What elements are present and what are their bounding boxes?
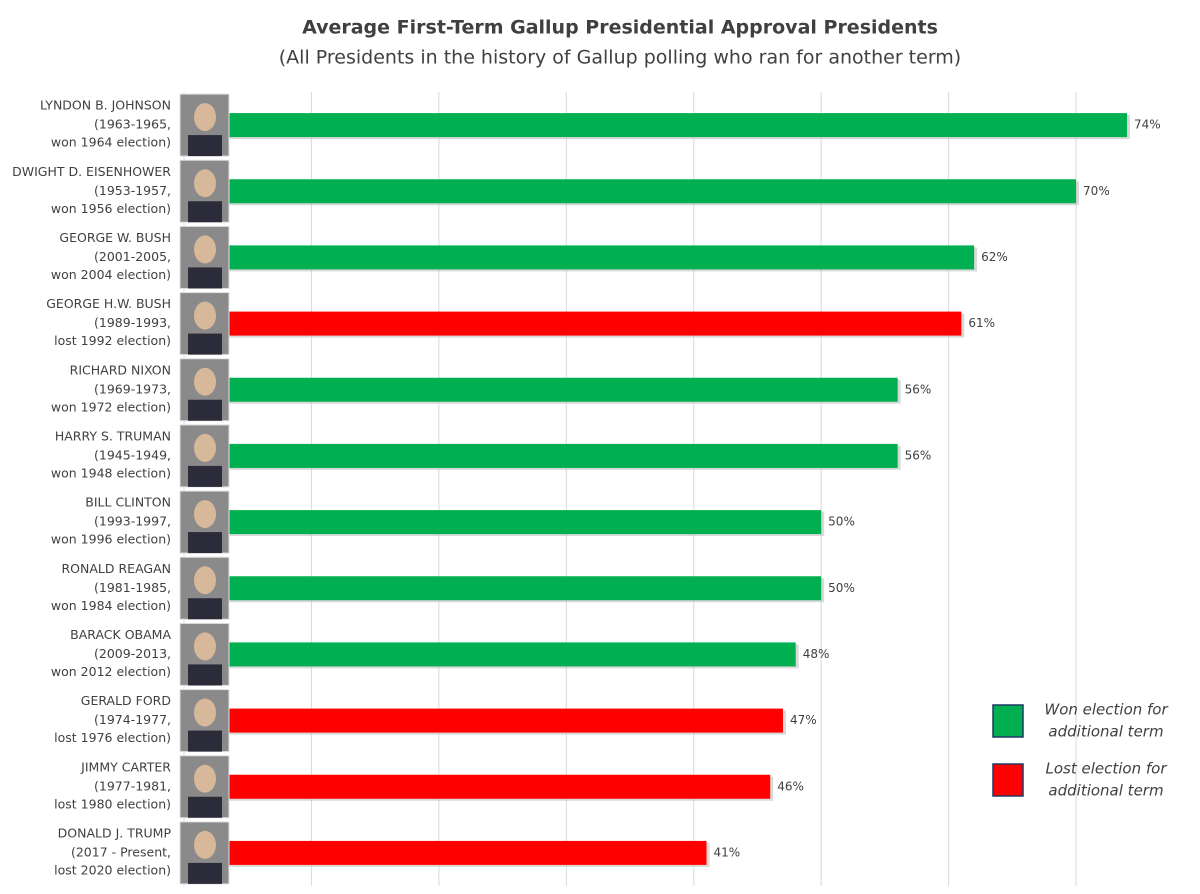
value-label: 41% [713, 845, 740, 859]
legend-label: additional term [1048, 723, 1163, 741]
value-label: 50% [828, 515, 855, 529]
outcome-label: won 1956 election) [51, 201, 171, 216]
outcome-label: won 1972 election) [51, 399, 171, 414]
portrait-face [194, 103, 216, 132]
category-label: LYNDON B. JOHNSON [40, 98, 171, 113]
category-label: GEORGE H.W. BUSH [46, 296, 171, 311]
category-label: GERALD FORD [81, 693, 171, 708]
bar [184, 377, 898, 402]
value-label: 48% [803, 647, 830, 661]
chart-subtitle: (All Presidents in the history of Gallup… [279, 47, 961, 69]
portrait-suit [188, 399, 222, 421]
term-label: (1953-1957, [94, 183, 171, 198]
value-label: 56% [905, 448, 932, 462]
portrait-face [194, 235, 216, 264]
portrait-face [194, 632, 216, 661]
category-label: GEORGE W. BUSH [59, 230, 171, 245]
outcome-label: won 2012 election) [51, 664, 171, 679]
outcome-label: lost 1976 election) [54, 730, 171, 745]
legend-label: additional term [1048, 782, 1163, 800]
bar [184, 311, 962, 336]
term-label: (2001-2005, [94, 249, 171, 264]
value-label: 50% [828, 581, 855, 595]
portrait-face [194, 367, 216, 396]
bar [184, 576, 822, 601]
portrait-face [194, 566, 216, 595]
portrait-suit [188, 333, 222, 355]
bar [184, 179, 1077, 204]
portrait-suit [188, 267, 222, 289]
portrait-face [194, 500, 216, 529]
portrait-suit [188, 201, 222, 223]
term-label: (2009-2013, [94, 646, 171, 661]
value-label: 70% [1083, 184, 1110, 198]
portrait-suit [188, 532, 222, 554]
portrait-face [194, 301, 216, 330]
value-label: 46% [777, 779, 804, 793]
category-label: RICHARD NIXON [70, 362, 171, 377]
portrait-face [194, 830, 216, 859]
value-label: 74% [1134, 118, 1161, 132]
portrait-suit [188, 730, 222, 752]
bar [184, 510, 822, 535]
portrait-suit [188, 664, 222, 686]
term-label: (1977-1981, [94, 778, 171, 793]
outcome-label: lost 1992 election) [54, 333, 171, 348]
outcome-label: won 1996 election) [51, 532, 171, 547]
portrait-suit [188, 465, 222, 487]
outcome-label: won 1984 election) [51, 598, 171, 613]
term-label: (1945-1949, [94, 447, 171, 462]
category-label: DONALD J. TRUMP [58, 825, 172, 840]
term-label: (1974-1977, [94, 712, 171, 727]
term-label: (1981-1985, [94, 580, 171, 595]
term-label: (1989-1993, [94, 315, 171, 330]
outcome-label: won 1964 election) [51, 135, 171, 150]
category-label: HARRY S. TRUMAN [55, 428, 171, 443]
legend-label: Lost election for [1046, 760, 1168, 778]
bar [184, 642, 796, 667]
value-label: 62% [981, 250, 1008, 264]
portrait-face [194, 698, 216, 727]
portrait-suit [188, 796, 222, 818]
category-label: JIMMY CARTER [80, 759, 171, 774]
legend-label: Won election for [1044, 701, 1168, 719]
value-label: 47% [790, 713, 817, 727]
portrait-face [194, 433, 216, 462]
portrait-face [194, 764, 216, 793]
category-label: BILL CLINTON [85, 495, 171, 510]
legend-swatch [992, 704, 1024, 738]
value-label: 56% [905, 382, 932, 396]
bar [184, 840, 707, 865]
bar [184, 774, 771, 799]
term-label: (1993-1997, [94, 514, 171, 529]
category-label: RONALD REAGAN [62, 561, 172, 576]
outcome-label: won 2004 election) [51, 267, 171, 282]
portrait-suit [188, 862, 222, 884]
term-label: (2017 - Present, [71, 844, 171, 859]
bar [184, 708, 783, 733]
portrait-face [194, 169, 216, 198]
outcome-label: lost 2020 election) [54, 862, 171, 877]
category-label: BARACK OBAMA [70, 627, 171, 642]
value-label: 61% [968, 316, 995, 330]
portrait-suit [188, 135, 222, 157]
bar [184, 443, 898, 468]
term-label: (1963-1965, [94, 117, 171, 132]
portrait-suit [188, 598, 222, 620]
category-label: DWIGHT D. EISENHOWER [12, 164, 171, 179]
outcome-label: won 1948 election) [51, 465, 171, 480]
bar [184, 245, 975, 270]
outcome-label: lost 1980 election) [54, 796, 171, 811]
legend-swatch [992, 763, 1024, 797]
term-label: (1969-1973, [94, 381, 171, 396]
chart-title: Average First-Term Gallup Presidential A… [302, 17, 938, 39]
bar [184, 113, 1128, 138]
